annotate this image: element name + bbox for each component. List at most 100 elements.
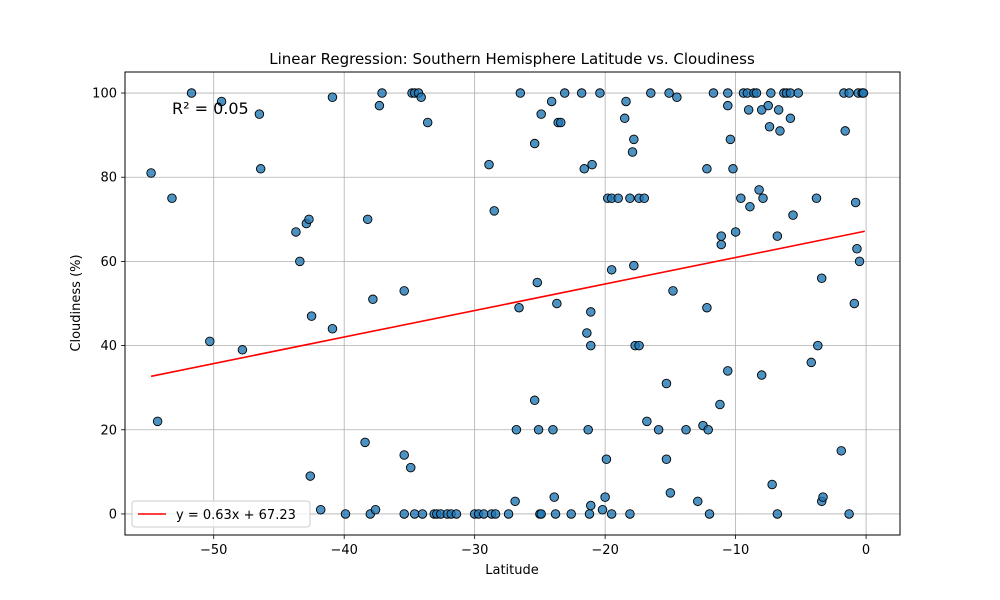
data-point	[764, 121, 775, 132]
data-point	[850, 197, 861, 208]
data-point	[668, 286, 678, 296]
data-point	[840, 126, 850, 136]
data-point	[702, 164, 712, 174]
data-point	[703, 425, 713, 435]
data-point	[548, 425, 558, 435]
data-point	[422, 117, 433, 128]
data-point	[377, 88, 387, 98]
data-point	[754, 185, 764, 195]
data-point	[743, 105, 754, 115]
data-point	[514, 302, 524, 313]
data-point	[621, 96, 631, 107]
data-point	[716, 239, 727, 250]
data-point	[409, 509, 420, 519]
data-point	[745, 201, 755, 212]
data-point	[576, 88, 587, 98]
data-point	[597, 504, 608, 515]
data-point	[756, 370, 767, 380]
data-point	[451, 509, 462, 519]
data-point	[515, 88, 526, 98]
data-point	[216, 96, 227, 107]
data-point	[370, 504, 381, 515]
y-axis-label: Cloudiness (%)	[69, 254, 84, 351]
data-point	[510, 496, 520, 507]
data-point	[704, 509, 715, 519]
data-point	[627, 147, 638, 157]
r-squared-annotation: R² = 0.05	[172, 99, 249, 118]
data-point	[681, 425, 691, 435]
x-tick-label: 0	[862, 543, 870, 558]
data-point	[606, 265, 617, 275]
data-point	[852, 244, 862, 254]
data-point	[646, 88, 656, 98]
data-point	[629, 134, 639, 145]
data-point	[511, 425, 522, 435]
data-point	[661, 378, 672, 389]
data-point	[653, 425, 664, 435]
data-point	[305, 471, 316, 481]
data-point	[416, 92, 426, 103]
data-point	[479, 509, 489, 519]
x-tick-label: −30	[461, 543, 488, 558]
data-point	[579, 164, 590, 174]
data-point	[634, 340, 644, 351]
data-point	[730, 227, 741, 237]
data-point	[600, 492, 610, 502]
data-point	[811, 193, 822, 204]
data-point	[772, 231, 783, 241]
x-tick-label: −50	[200, 543, 227, 558]
data-point	[327, 92, 338, 103]
data-point	[315, 504, 326, 515]
legend-frame	[131, 500, 311, 528]
data-point	[205, 336, 215, 347]
data-point	[716, 231, 727, 241]
data-point	[484, 159, 494, 170]
data-point	[586, 500, 596, 511]
legend-label: y = 0.63x + 67.23	[176, 508, 296, 523]
data-point	[566, 509, 576, 519]
data-point	[584, 509, 595, 519]
plot-area-frame	[124, 71, 901, 536]
data-point	[533, 425, 544, 435]
data-point	[625, 509, 635, 519]
data-point	[490, 509, 501, 519]
y-tick-label: 100	[92, 87, 117, 102]
data-point	[606, 509, 617, 519]
data-point	[767, 479, 777, 490]
data-point	[723, 366, 733, 376]
data-point	[399, 509, 409, 519]
data-point	[417, 509, 428, 519]
data-point	[291, 227, 301, 237]
data-point	[785, 88, 796, 98]
data-point	[546, 96, 557, 107]
data-point	[664, 88, 674, 98]
data-point	[756, 105, 767, 115]
data-point	[813, 340, 823, 351]
data-point	[725, 134, 736, 145]
x-tick-label: −10	[722, 543, 749, 558]
scatter-points	[146, 88, 869, 519]
grid-lines	[125, 72, 900, 535]
data-point	[362, 214, 373, 225]
data-point	[368, 294, 378, 305]
data-point	[844, 88, 854, 98]
data-point	[639, 193, 650, 204]
data-point	[601, 454, 612, 464]
x-axis-ticks: −50 −40 −30 −20 −10 0	[200, 535, 870, 558]
data-point	[818, 492, 828, 502]
data-point	[728, 164, 738, 174]
x-tick-label: −40	[330, 543, 357, 558]
data-point	[536, 109, 546, 119]
y-tick-label: 20	[100, 423, 117, 438]
data-point	[186, 88, 197, 98]
data-point	[708, 88, 719, 98]
data-point	[529, 138, 540, 149]
data-point	[399, 450, 409, 460]
data-point	[723, 100, 733, 111]
data-point	[586, 340, 596, 351]
data-point	[587, 159, 597, 170]
y-axis-ticks: 0 20 40 60 80 100	[92, 87, 125, 522]
data-point	[763, 100, 773, 111]
